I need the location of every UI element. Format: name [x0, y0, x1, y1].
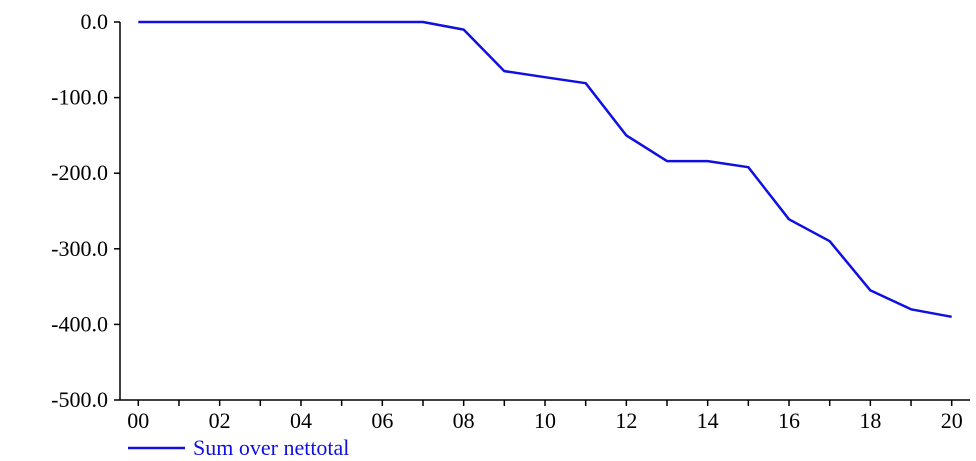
- y-tick-label: -400.0: [51, 311, 108, 336]
- legend: Sum over nettotal: [128, 435, 349, 460]
- y-tick-label: -300.0: [51, 236, 108, 261]
- x-tick-label: 20: [941, 408, 963, 433]
- series-line: [138, 20, 952, 319]
- x-tick-label: 16: [778, 408, 800, 433]
- x-tick-label: 10: [534, 408, 556, 433]
- x-tick-label: 14: [697, 408, 719, 433]
- y-tick-label: -200.0: [51, 160, 108, 185]
- y-tick-label: 0.0: [81, 9, 109, 34]
- series-layer: [138, 20, 952, 319]
- x-tick-label: 04: [290, 408, 312, 433]
- x-tick-label: 08: [453, 408, 475, 433]
- x-tick-label: 00: [127, 408, 149, 433]
- x-tick-label: 02: [209, 408, 231, 433]
- x-tick-label: 18: [859, 408, 881, 433]
- y-tick-label: -500.0: [51, 387, 108, 412]
- x-axis: 00 02 04 06 08 10 12 14 16 18 20: [120, 399, 970, 433]
- y-axis: 0.0 -100.0 -200.0 -300.0 -400.0 -500.0: [51, 9, 121, 412]
- y-tick-label: -100.0: [51, 85, 108, 110]
- x-tick-label: 12: [615, 408, 637, 433]
- legend-label: Sum over nettotal: [193, 435, 349, 460]
- x-tick-label: 06: [371, 408, 393, 433]
